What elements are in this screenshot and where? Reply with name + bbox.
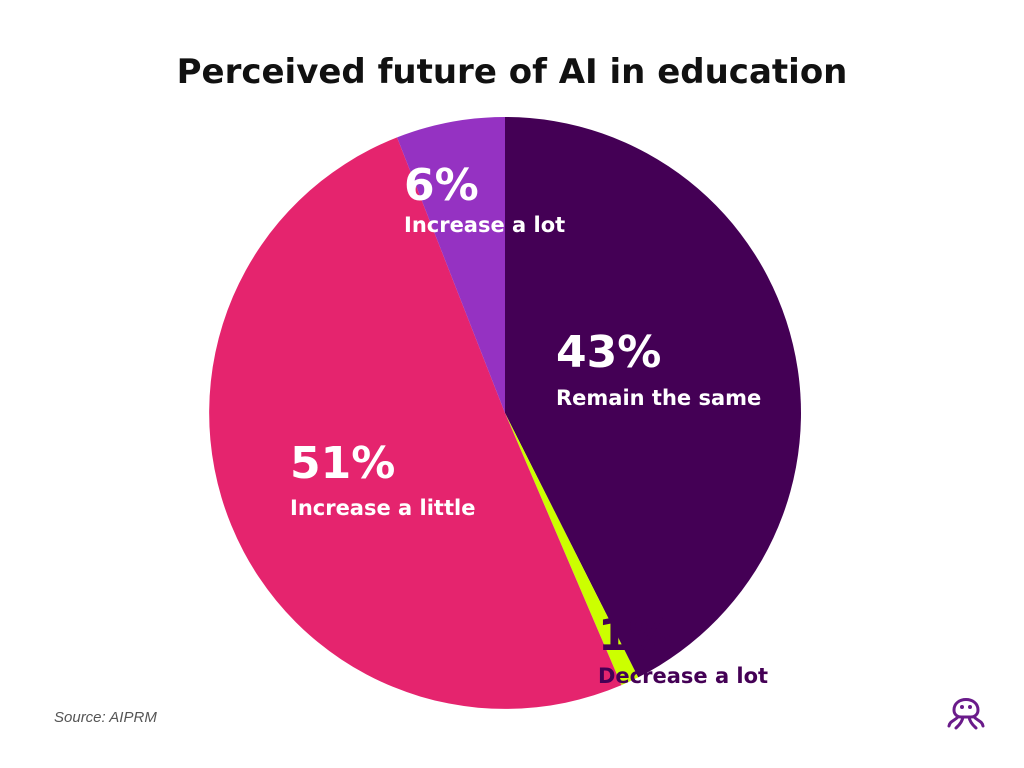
slice-category-label: Increase a little — [290, 496, 475, 520]
pie-slice-increase-a-little — [209, 137, 622, 709]
slice-percent-label: 43% — [556, 327, 661, 378]
pie-slice-remain-the-same — [505, 117, 801, 678]
slice-category-label: Decrease a lot — [598, 664, 768, 688]
chart-title: Perceived future of AI in education — [176, 52, 848, 92]
pie-slice-increase-a-lot — [397, 116, 505, 413]
pie-slices — [209, 116, 801, 709]
pie-labels: 43% Remain the same 1% Decrease a lot 51% Inc… — [290, 160, 768, 688]
slice-category-label: Remain the same — [556, 386, 761, 410]
slice-percent-label: 51% — [290, 438, 395, 489]
pie-slice-decrease-a-lot — [505, 413, 639, 686]
slice-category-label: Increase a lot — [404, 213, 565, 237]
slice-percent-label: 6% — [404, 160, 479, 211]
slice-percent-label: 1% — [598, 610, 673, 661]
source-note: Source: AIPRM — [54, 709, 157, 726]
octopus-logo-icon — [947, 698, 985, 730]
